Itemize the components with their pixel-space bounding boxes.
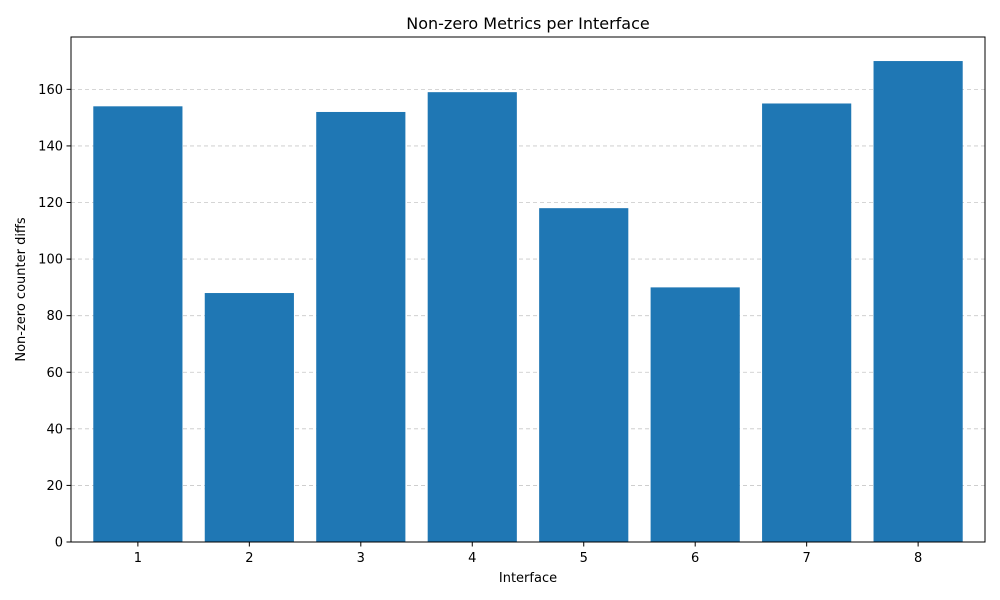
- plot-frame: [70, 36, 986, 543]
- x-tick-layer: 1 2 3 4 5 6 7 8: [134, 542, 922, 566]
- chart-title: Non-zero Metrics per Interface: [406, 14, 649, 33]
- bar-interface-4: [427, 92, 517, 543]
- bar-interface-6: [650, 287, 740, 542]
- x-axis-title: Interface: [499, 571, 557, 586]
- bar-interface-3: [316, 111, 406, 543]
- x-tick-label: 6: [691, 551, 699, 566]
- x-tick-label: 3: [357, 551, 365, 566]
- bar-interface-2: [204, 293, 294, 542]
- x-tick-label: 8: [914, 551, 922, 566]
- bar-interface-5: [539, 208, 629, 542]
- y-tick-label: 60: [46, 366, 63, 381]
- axis-layer: [70, 36, 986, 543]
- bar-interface-8: [873, 61, 963, 543]
- y-tick-label: 120: [38, 196, 63, 211]
- y-tick-label: 20: [46, 479, 63, 494]
- x-tick-label: 2: [245, 551, 253, 566]
- x-tick-label: 4: [468, 551, 476, 566]
- y-tick-label: 160: [38, 83, 63, 98]
- y-tick-label: 80: [46, 309, 63, 324]
- y-tick-label: 100: [38, 253, 63, 268]
- grid-layer: [71, 88, 985, 486]
- y-tick-label: 0: [55, 536, 63, 551]
- x-tick-label: 1: [134, 551, 142, 566]
- x-tick-label: 7: [803, 551, 811, 566]
- x-tick-label: 5: [580, 551, 588, 566]
- y-tick-layer: 0 20 40 60 80 100 120 140 160: [38, 83, 71, 551]
- bar-layer: [93, 61, 963, 543]
- y-axis-title: Non-zero counter diffs: [14, 217, 29, 362]
- bar-interface-7: [762, 103, 852, 543]
- bar-interface-1: [93, 106, 183, 543]
- y-tick-label: 40: [46, 422, 63, 437]
- y-tick-label: 140: [38, 139, 63, 154]
